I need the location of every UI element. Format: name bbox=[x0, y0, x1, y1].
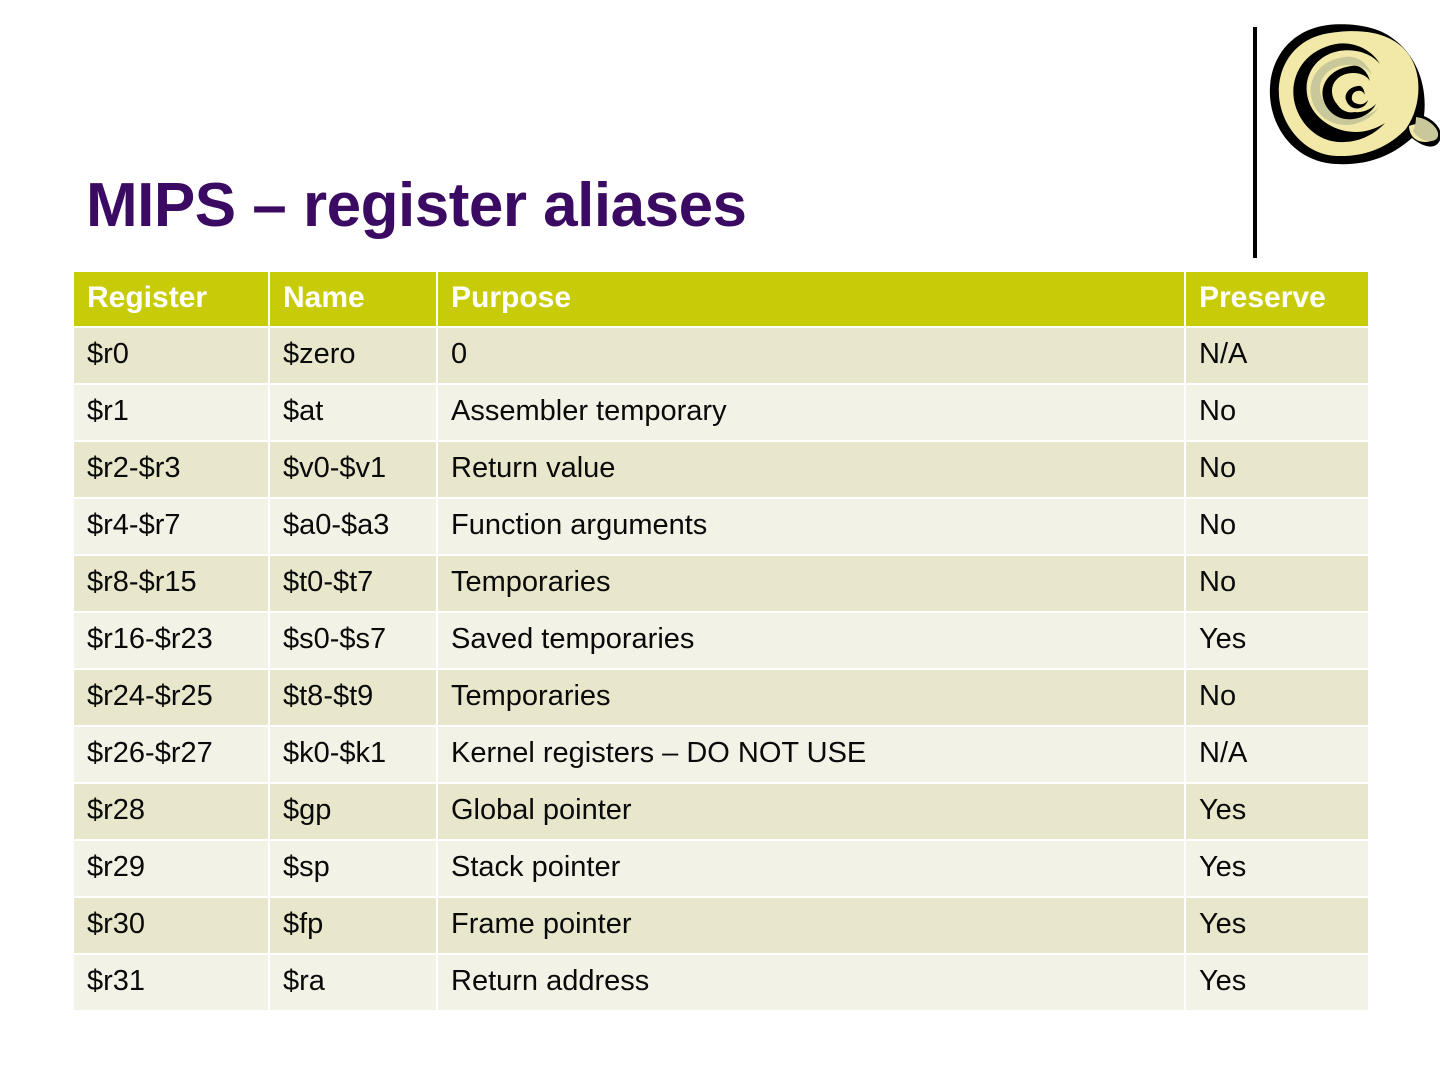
table-row: $r4-$r7 $a0-$a3 Function arguments No bbox=[74, 499, 1368, 554]
cell-register: $r28 bbox=[74, 784, 268, 839]
cell-purpose: Function arguments bbox=[438, 499, 1184, 554]
cell-preserve: Yes bbox=[1186, 955, 1368, 1010]
table-row: $r16-$r23 $s0-$s7 Saved temporaries Yes bbox=[74, 613, 1368, 668]
cell-register: $r31 bbox=[74, 955, 268, 1010]
cell-name: $zero bbox=[270, 328, 436, 383]
cell-purpose: Stack pointer bbox=[438, 841, 1184, 896]
cell-name: $s0-$s7 bbox=[270, 613, 436, 668]
table-header-row: Register Name Purpose Preserve bbox=[74, 272, 1368, 326]
cell-preserve: Yes bbox=[1186, 898, 1368, 953]
cell-purpose: Temporaries bbox=[438, 670, 1184, 725]
cell-register: $r2-$r3 bbox=[74, 442, 268, 497]
cell-purpose: 0 bbox=[438, 328, 1184, 383]
logo-vertical-rule bbox=[1253, 27, 1257, 258]
table-row: $r24-$r25 $t8-$t9 Temporaries No bbox=[74, 670, 1368, 725]
cell-preserve: Yes bbox=[1186, 841, 1368, 896]
cell-register: $r8-$r15 bbox=[74, 556, 268, 611]
cell-purpose: Assembler temporary bbox=[438, 385, 1184, 440]
table-row: $r1 $at Assembler temporary No bbox=[74, 385, 1368, 440]
cell-name: $at bbox=[270, 385, 436, 440]
cell-preserve: No bbox=[1186, 499, 1368, 554]
cell-purpose: Global pointer bbox=[438, 784, 1184, 839]
column-header-purpose: Purpose bbox=[438, 272, 1184, 326]
table-row: $r0 $zero 0 N/A bbox=[74, 328, 1368, 383]
cell-register: $r30 bbox=[74, 898, 268, 953]
cell-register: $r0 bbox=[74, 328, 268, 383]
column-header-name: Name bbox=[270, 272, 436, 326]
cell-register: $r1 bbox=[74, 385, 268, 440]
cell-preserve: N/A bbox=[1186, 727, 1368, 782]
cell-preserve: Yes bbox=[1186, 784, 1368, 839]
cell-register: $r16-$r23 bbox=[74, 613, 268, 668]
register-aliases-table: Register Name Purpose Preserve $r0 $zero 0… bbox=[72, 270, 1370, 1012]
cell-preserve: Yes bbox=[1186, 613, 1368, 668]
cell-preserve: No bbox=[1186, 385, 1368, 440]
cell-name: $k0-$k1 bbox=[270, 727, 436, 782]
cell-purpose: Kernel registers – DO NOT USE bbox=[438, 727, 1184, 782]
cell-preserve: N/A bbox=[1186, 328, 1368, 383]
page-title: MIPS – register aliases bbox=[86, 170, 747, 240]
cell-preserve: No bbox=[1186, 556, 1368, 611]
cell-purpose: Frame pointer bbox=[438, 898, 1184, 953]
cell-purpose: Saved temporaries bbox=[438, 613, 1184, 668]
table-row: $r26-$r27 $k0-$k1 Kernel registers – DO NO… bbox=[74, 727, 1368, 782]
cell-preserve: No bbox=[1186, 670, 1368, 725]
cell-purpose: Return address bbox=[438, 955, 1184, 1010]
cell-name: $t8-$t9 bbox=[270, 670, 436, 725]
cell-preserve: No bbox=[1186, 442, 1368, 497]
column-header-preserve: Preserve bbox=[1186, 272, 1368, 326]
cell-name: $gp bbox=[270, 784, 436, 839]
cell-name: $sp bbox=[270, 841, 436, 896]
cell-register: $r24-$r25 bbox=[74, 670, 268, 725]
cell-purpose: Return value bbox=[438, 442, 1184, 497]
table-row: $r29 $sp Stack pointer Yes bbox=[74, 841, 1368, 896]
table-row: $r30 $fp Frame pointer Yes bbox=[74, 898, 1368, 953]
cell-name: $t0-$t7 bbox=[270, 556, 436, 611]
cell-name: $fp bbox=[270, 898, 436, 953]
table-row: $r2-$r3 $v0-$v1 Return value No bbox=[74, 442, 1368, 497]
table-row: $r31 $ra Return address Yes bbox=[74, 955, 1368, 1010]
cell-register: $r4-$r7 bbox=[74, 499, 268, 554]
cell-name: $a0-$a3 bbox=[270, 499, 436, 554]
slide-logo-area bbox=[1240, 0, 1440, 265]
column-header-register: Register bbox=[74, 272, 268, 326]
cell-register: $r26-$r27 bbox=[74, 727, 268, 782]
cell-name: $ra bbox=[270, 955, 436, 1010]
cell-purpose: Temporaries bbox=[438, 556, 1184, 611]
table-row: $r28 $gp Global pointer Yes bbox=[74, 784, 1368, 839]
table-row: $r8-$r15 $t0-$t7 Temporaries No bbox=[74, 556, 1368, 611]
cell-register: $r29 bbox=[74, 841, 268, 896]
cell-name: $v0-$v1 bbox=[270, 442, 436, 497]
spiral-rose-logo-icon bbox=[1266, 22, 1440, 167]
